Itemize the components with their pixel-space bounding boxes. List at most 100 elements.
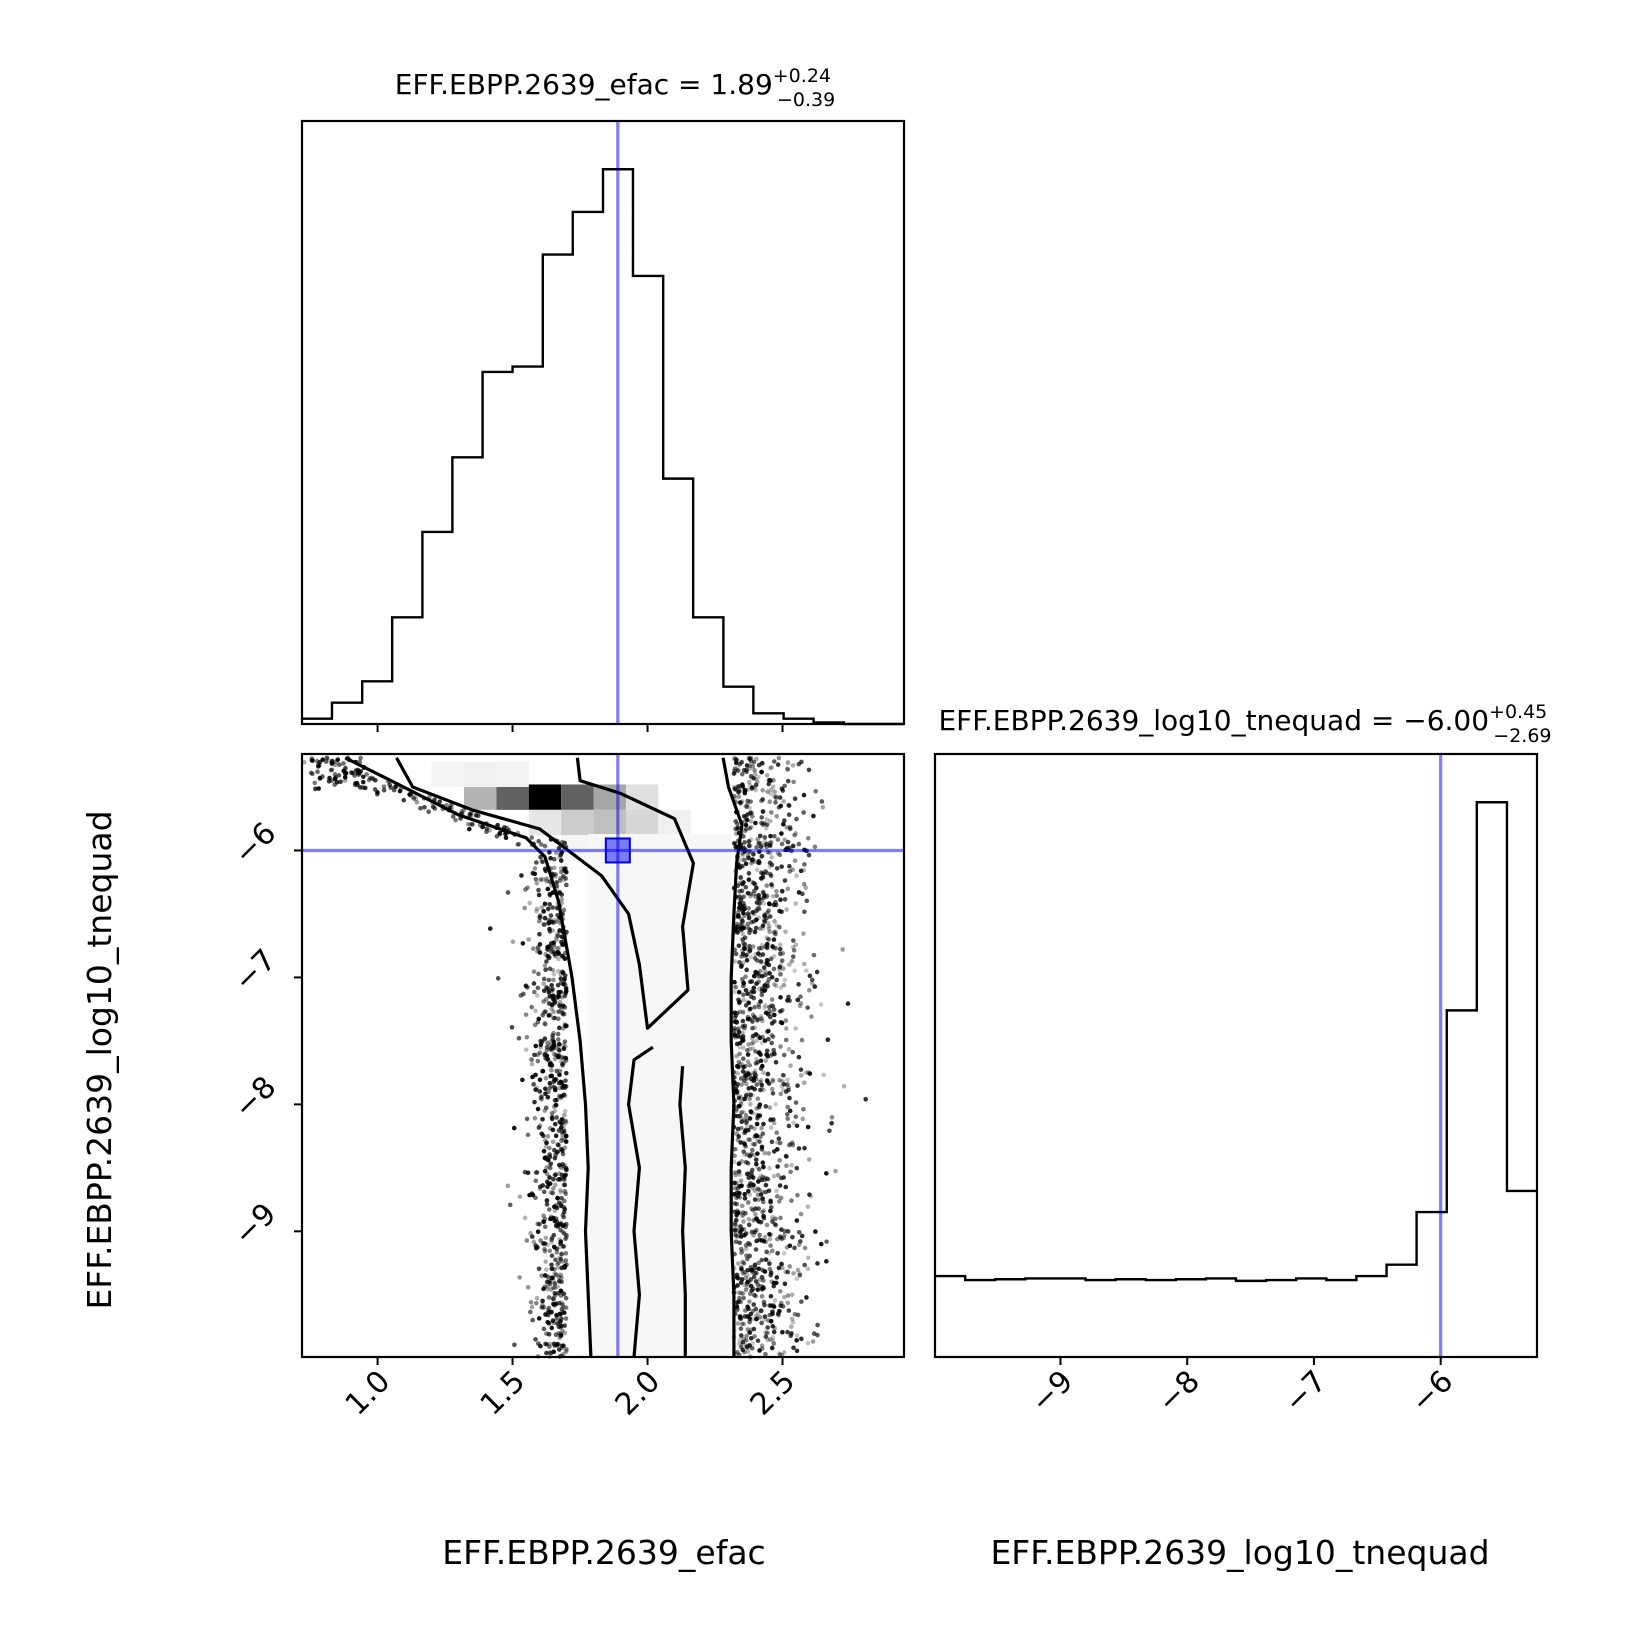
sample-point bbox=[764, 941, 770, 947]
sample-point bbox=[757, 1139, 762, 1144]
sample-point bbox=[381, 784, 387, 789]
sample-point bbox=[542, 1224, 548, 1230]
sample-point bbox=[799, 1233, 805, 1239]
sample-point bbox=[812, 984, 818, 989]
sample-point bbox=[737, 1240, 743, 1246]
sample-point bbox=[738, 1333, 744, 1338]
sample-point bbox=[774, 977, 780, 983]
sample-point bbox=[549, 1295, 555, 1301]
sample-point bbox=[759, 820, 764, 826]
sample-point bbox=[732, 1026, 737, 1031]
sample-point bbox=[810, 1339, 816, 1344]
sample-point bbox=[796, 1242, 802, 1248]
sample-point bbox=[366, 777, 372, 783]
sample-point bbox=[799, 759, 804, 765]
sample-point bbox=[750, 910, 756, 915]
sample-point bbox=[559, 1251, 564, 1257]
sample-point bbox=[748, 1124, 754, 1130]
sample-point bbox=[759, 1308, 764, 1314]
sample-point bbox=[539, 905, 545, 910]
sample-point bbox=[798, 1067, 804, 1072]
sample-point bbox=[754, 908, 759, 914]
sample-point bbox=[805, 1204, 811, 1210]
sample-point bbox=[543, 1155, 549, 1160]
sample-point bbox=[734, 1234, 739, 1240]
sample-point bbox=[785, 1228, 790, 1234]
sample-point bbox=[759, 798, 764, 804]
sample-point bbox=[784, 1026, 789, 1031]
sample-point bbox=[549, 947, 555, 952]
sample-point bbox=[765, 1330, 770, 1336]
sample-point bbox=[752, 767, 757, 773]
sample-point bbox=[315, 769, 320, 775]
sample-point bbox=[744, 1333, 749, 1339]
sample-point bbox=[815, 1261, 820, 1266]
sample-point bbox=[747, 930, 752, 936]
sample-point bbox=[748, 773, 754, 779]
sample-point bbox=[790, 763, 796, 768]
sample-point bbox=[746, 950, 751, 955]
sample-point bbox=[756, 858, 762, 864]
sample-point bbox=[413, 796, 418, 802]
sample-point bbox=[540, 859, 545, 865]
sample-point bbox=[768, 791, 773, 797]
sample-point bbox=[758, 870, 764, 875]
sample-point bbox=[773, 800, 778, 805]
sample-point bbox=[754, 1164, 760, 1170]
sample-point bbox=[744, 1123, 750, 1128]
sample-point bbox=[537, 1077, 543, 1083]
sample-point bbox=[540, 1069, 545, 1074]
sample-point bbox=[787, 863, 792, 869]
sample-point bbox=[552, 1285, 558, 1290]
sample-point bbox=[750, 1012, 756, 1018]
sample-point bbox=[544, 1171, 550, 1177]
sample-point bbox=[771, 1341, 777, 1346]
sample-point bbox=[753, 969, 758, 975]
sample-point bbox=[824, 1259, 829, 1264]
sample-point bbox=[558, 1188, 563, 1193]
sample-point bbox=[534, 1170, 540, 1175]
sample-point bbox=[556, 1200, 562, 1205]
sample-point bbox=[783, 929, 788, 935]
sample-point bbox=[342, 775, 348, 780]
sample-point bbox=[391, 787, 397, 793]
sample-point bbox=[736, 943, 742, 949]
sample-point bbox=[549, 1067, 554, 1073]
sample-point bbox=[557, 1002, 563, 1008]
sample-point bbox=[554, 1316, 560, 1321]
sample-point bbox=[342, 778, 348, 783]
sample-point bbox=[563, 1258, 569, 1263]
sample-point bbox=[557, 1335, 563, 1340]
sample-point bbox=[774, 1130, 779, 1136]
sample-point bbox=[746, 779, 752, 785]
sample-point bbox=[561, 1244, 566, 1249]
sample-point bbox=[734, 1304, 740, 1310]
sample-point bbox=[411, 796, 417, 801]
sample-point bbox=[554, 1097, 559, 1103]
sample-point bbox=[741, 1149, 747, 1154]
sample-point bbox=[360, 774, 366, 780]
sample-point bbox=[536, 1341, 541, 1346]
sample-point bbox=[739, 963, 744, 968]
sample-point bbox=[558, 1256, 563, 1262]
sample-point bbox=[737, 905, 743, 911]
sample-point bbox=[530, 1317, 536, 1323]
sample-point bbox=[806, 987, 812, 993]
sample-point bbox=[746, 1091, 751, 1097]
sample-point bbox=[561, 1182, 567, 1188]
sample-point bbox=[749, 1036, 755, 1041]
sample-point bbox=[755, 1151, 760, 1156]
sample-point bbox=[358, 755, 363, 761]
sample-point bbox=[526, 937, 531, 942]
sample-point bbox=[743, 1242, 749, 1248]
sample-point bbox=[538, 1042, 544, 1048]
sample-point bbox=[552, 917, 558, 923]
sample-point bbox=[554, 1250, 560, 1255]
sample-point bbox=[555, 1284, 560, 1290]
sample-point bbox=[732, 756, 737, 762]
sample-point bbox=[536, 1266, 542, 1272]
sample-point bbox=[560, 953, 565, 959]
sample-point bbox=[556, 945, 562, 951]
sample-point bbox=[777, 964, 783, 970]
